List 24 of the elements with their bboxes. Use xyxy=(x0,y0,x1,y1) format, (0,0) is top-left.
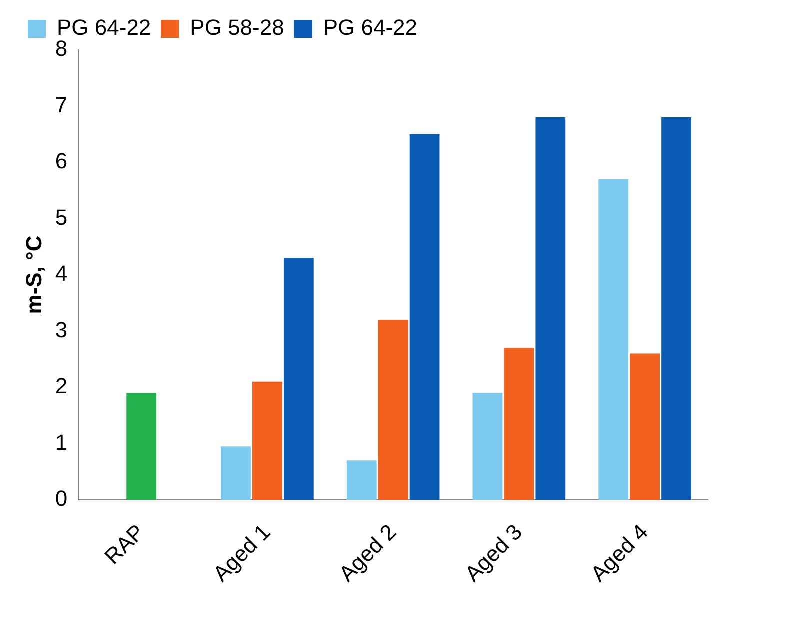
bar xyxy=(126,393,157,500)
y-axis-title: m-S, °C xyxy=(21,236,46,314)
y-tick-label: 0 xyxy=(55,486,68,512)
y-tick-label: 4 xyxy=(55,261,68,286)
bar xyxy=(252,382,282,500)
y-tick-label: 5 xyxy=(55,204,68,230)
bar xyxy=(378,320,408,500)
bar xyxy=(504,348,534,500)
y-tick-label: 1 xyxy=(55,430,68,455)
y-tick-label: 2 xyxy=(55,374,68,399)
legend-label: PG 58-28 xyxy=(190,15,284,40)
legend-label: PG 64-22 xyxy=(323,15,418,40)
bar xyxy=(472,393,503,500)
bar xyxy=(598,179,629,500)
bar xyxy=(221,446,251,500)
bar xyxy=(284,258,314,500)
y-tick-label: 7 xyxy=(55,92,68,118)
y-tick-label: 6 xyxy=(55,148,68,174)
bar xyxy=(536,118,566,500)
bar xyxy=(410,134,440,500)
bar xyxy=(630,354,660,500)
bar xyxy=(346,460,377,500)
bar xyxy=(662,118,692,500)
y-tick-label: 3 xyxy=(55,317,68,342)
